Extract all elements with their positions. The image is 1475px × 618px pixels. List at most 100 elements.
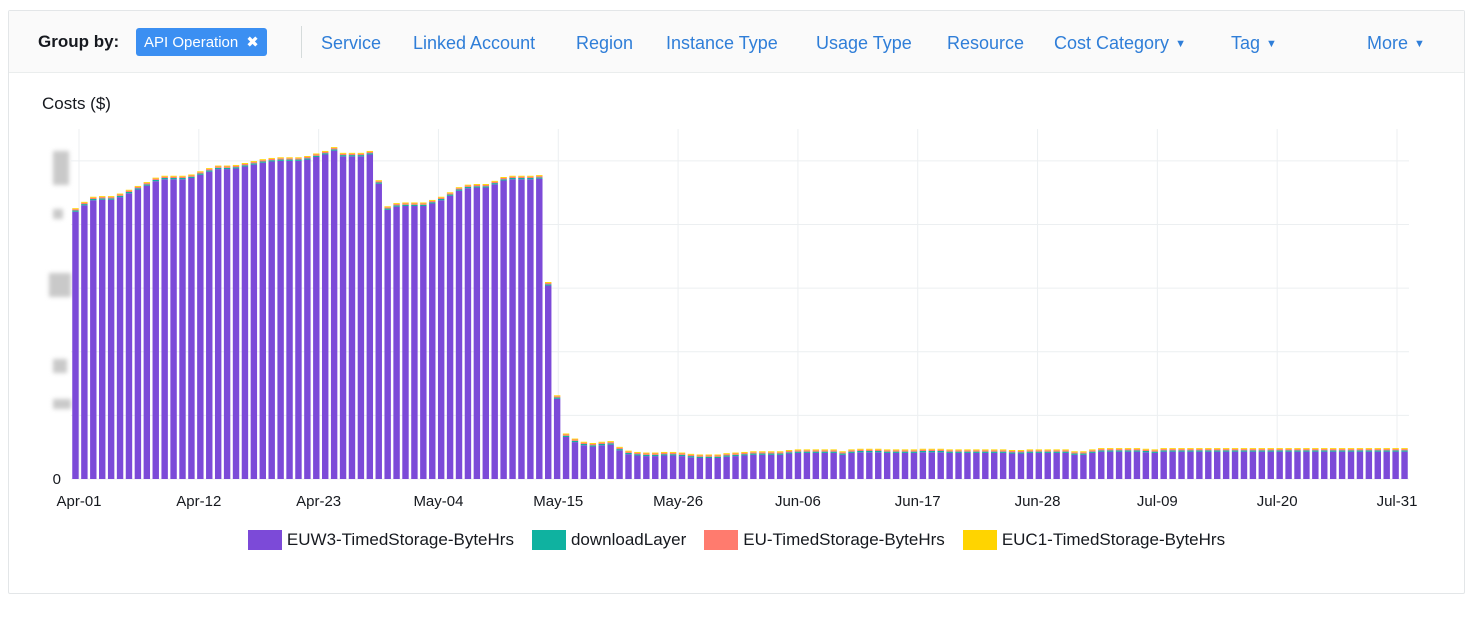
- bar-segment[interactable]: [429, 199, 436, 201]
- bar[interactable]: [99, 199, 106, 479]
- bar-segment[interactable]: [937, 449, 944, 451]
- bar[interactable]: [821, 452, 828, 479]
- bar-segment[interactable]: [1205, 450, 1212, 452]
- bar-segment[interactable]: [339, 153, 347, 156]
- bar[interactable]: [643, 456, 650, 479]
- bar-segment[interactable]: [366, 151, 374, 154]
- bar-segment[interactable]: [616, 446, 623, 448]
- bar-segment[interactable]: [1356, 449, 1364, 451]
- bar-segment[interactable]: [714, 454, 721, 456]
- bar-segment[interactable]: [1303, 450, 1310, 452]
- bar-segment[interactable]: [669, 454, 677, 456]
- bar[interactable]: [1115, 451, 1123, 479]
- bar-segment[interactable]: [536, 175, 543, 177]
- bar-segment[interactable]: [134, 188, 142, 190]
- bar-segment[interactable]: [259, 159, 266, 161]
- bar-segment[interactable]: [402, 202, 409, 204]
- bar-segment[interactable]: [669, 451, 677, 453]
- bar[interactable]: [152, 181, 159, 479]
- bar[interactable]: [839, 454, 846, 479]
- group-by-resource[interactable]: Resource: [947, 33, 1025, 53]
- bar-segment[interactable]: [295, 159, 302, 161]
- bar-segment[interactable]: [518, 175, 525, 177]
- bar[interactable]: [277, 160, 284, 479]
- bar-segment[interactable]: [313, 154, 320, 156]
- bar-segment[interactable]: [562, 433, 570, 435]
- bar-segment[interactable]: [277, 158, 284, 160]
- bar-segment[interactable]: [223, 167, 231, 170]
- bar-segment[interactable]: [1365, 450, 1373, 452]
- bar-segment[interactable]: [1062, 450, 1069, 452]
- bar[interactable]: [1356, 451, 1364, 479]
- bar-segment[interactable]: [197, 172, 204, 174]
- bar[interactable]: [928, 452, 935, 479]
- bar-segment[interactable]: [393, 204, 400, 206]
- bar[interactable]: [536, 178, 543, 479]
- bar-segment[interactable]: [1115, 450, 1123, 452]
- bar-segment[interactable]: [143, 182, 151, 184]
- bar-segment[interactable]: [973, 449, 980, 451]
- bar-segment[interactable]: [1089, 449, 1096, 451]
- bar[interactable]: [197, 174, 204, 479]
- bar-segment[interactable]: [1196, 449, 1203, 451]
- bar-segment[interactable]: [357, 155, 365, 157]
- bar[interactable]: [179, 179, 186, 479]
- bar-segment[interactable]: [1294, 450, 1301, 452]
- bar[interactable]: [366, 154, 374, 479]
- bar-segment[interactable]: [901, 451, 909, 453]
- bar-segment[interactable]: [1178, 448, 1185, 450]
- bar-segment[interactable]: [919, 449, 927, 451]
- bar-segment[interactable]: [81, 202, 88, 205]
- bar[interactable]: [1205, 451, 1212, 479]
- bar[interactable]: [982, 452, 989, 479]
- bar[interactable]: [1222, 451, 1230, 479]
- bar-segment[interactable]: [866, 449, 873, 451]
- bar-segment[interactable]: [562, 435, 570, 437]
- bar[interactable]: [768, 454, 775, 479]
- bar[interactable]: [946, 452, 953, 479]
- bar-segment[interactable]: [411, 203, 418, 205]
- bar-segment[interactable]: [892, 451, 900, 453]
- bar-segment[interactable]: [607, 441, 614, 443]
- bar-segment[interactable]: [134, 186, 142, 189]
- bar[interactable]: [161, 179, 168, 479]
- bar-segment[interactable]: [768, 451, 775, 453]
- bar[interactable]: [295, 160, 302, 479]
- bar-segment[interactable]: [500, 178, 507, 180]
- bar-segment[interactable]: [1365, 448, 1373, 450]
- bar-segment[interactable]: [1151, 450, 1158, 452]
- bar[interactable]: [1044, 452, 1051, 479]
- bar-segment[interactable]: [1035, 451, 1043, 453]
- bar-segment[interactable]: [857, 448, 864, 450]
- bar-segment[interactable]: [750, 453, 757, 455]
- bar-segment[interactable]: [214, 165, 222, 167]
- bar-segment[interactable]: [206, 170, 213, 172]
- bar-segment[interactable]: [1151, 449, 1158, 451]
- bar-segment[interactable]: [107, 197, 115, 199]
- bar[interactable]: [1285, 451, 1292, 479]
- bar-segment[interactable]: [223, 165, 231, 167]
- group-by-region[interactable]: Region: [576, 33, 634, 53]
- bar-segment[interactable]: [1053, 450, 1060, 452]
- bar-segment[interactable]: [1017, 450, 1025, 451]
- bar-segment[interactable]: [705, 456, 712, 458]
- bar[interactable]: [1383, 451, 1390, 479]
- bar-segment[interactable]: [437, 197, 445, 199]
- bar-segment[interactable]: [892, 450, 900, 452]
- bar-segment[interactable]: [643, 454, 650, 457]
- bar[interactable]: [1374, 451, 1381, 479]
- bar-segment[interactable]: [188, 174, 195, 176]
- bar-segment[interactable]: [116, 194, 124, 196]
- bar[interactable]: [500, 180, 507, 480]
- bar-segment[interactable]: [81, 201, 88, 203]
- bar-segment[interactable]: [589, 443, 597, 444]
- bar-segment[interactable]: [1285, 448, 1292, 450]
- close-icon[interactable]: ✖: [246, 33, 259, 51]
- bar[interactable]: [446, 195, 454, 479]
- bar-segment[interactable]: [375, 182, 382, 184]
- bar-segment[interactable]: [928, 449, 935, 451]
- bar-segment[interactable]: [999, 451, 1007, 453]
- bar[interactable]: [732, 456, 739, 479]
- bar-segment[interactable]: [1240, 448, 1248, 450]
- bar-segment[interactable]: [420, 202, 427, 204]
